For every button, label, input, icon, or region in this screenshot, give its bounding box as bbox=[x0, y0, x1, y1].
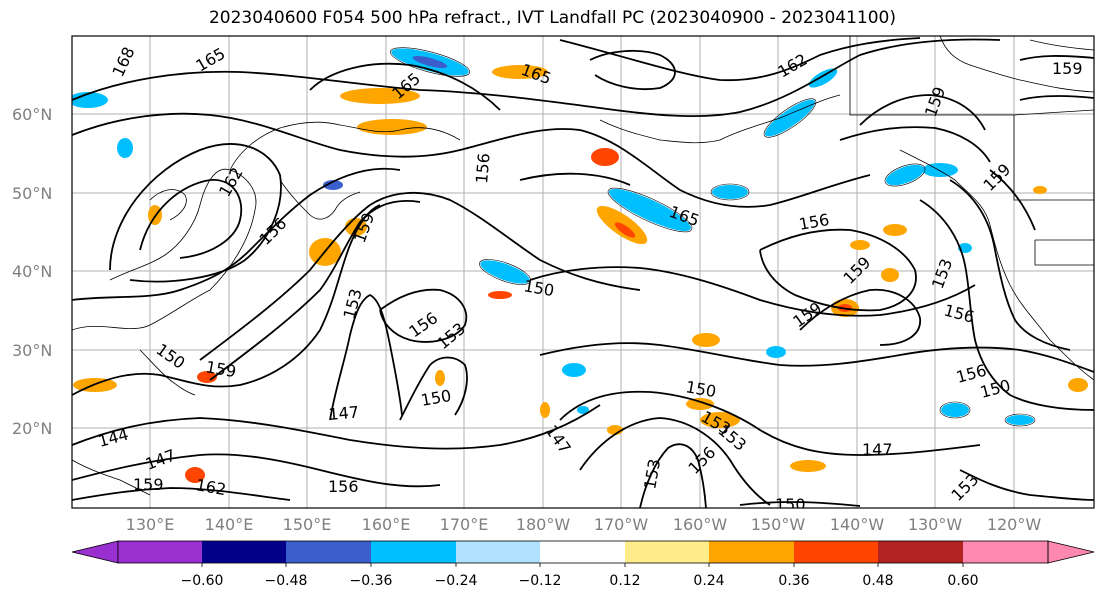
colorbar-tick-label: −0.36 bbox=[350, 573, 393, 589]
colorbar-extend-right bbox=[1047, 540, 1095, 564]
longitude-labels: 130°E 140°E 150°E 160°E 170°E 180°W 170°… bbox=[126, 515, 1042, 534]
lon-label: 140°E bbox=[205, 515, 254, 534]
colorbar-segment bbox=[540, 541, 625, 563]
lon-label: 170°E bbox=[440, 515, 489, 534]
colorbar-tick-label: −0.12 bbox=[519, 573, 562, 589]
lat-label-30: 30°N bbox=[12, 341, 52, 360]
map-frame bbox=[71, 35, 1095, 509]
contour-label: 159 bbox=[1052, 59, 1083, 78]
colorbar-tick-label: −0.24 bbox=[435, 573, 478, 589]
colorbar-extend-left bbox=[71, 540, 119, 564]
contour-label: 150 bbox=[775, 495, 806, 514]
lon-label: 130°W bbox=[908, 515, 963, 534]
lon-label: 150°W bbox=[751, 515, 806, 534]
colorbar-segment bbox=[371, 541, 456, 563]
lon-label: 170°W bbox=[594, 515, 649, 534]
lat-label-40: 40°N bbox=[12, 262, 52, 281]
colorbar-tick-label: 0.36 bbox=[778, 573, 809, 589]
colorbar-segment bbox=[963, 541, 1048, 563]
lon-label: 130°E bbox=[126, 515, 175, 534]
refractivity-contours bbox=[72, 37, 1094, 508]
colorbar-tick-label: 0.24 bbox=[693, 573, 724, 589]
colorbar-tick-label: −0.60 bbox=[181, 573, 224, 589]
anomaly-outlines bbox=[390, 47, 1036, 427]
colorbar-segment bbox=[625, 541, 709, 563]
colorbar-segment bbox=[709, 541, 794, 563]
contour-label: 156 bbox=[328, 477, 359, 496]
lon-label: 120°W bbox=[987, 515, 1042, 534]
contour-label: 156 bbox=[472, 152, 494, 184]
lon-label: 140°W bbox=[830, 515, 885, 534]
colorbar-segment bbox=[118, 541, 202, 563]
colorbar-tick-label: 0.48 bbox=[862, 573, 893, 589]
lon-label: 160°W bbox=[673, 515, 728, 534]
colorbar-segment bbox=[794, 541, 878, 563]
colorbar-segment bbox=[202, 541, 286, 563]
colorbar-segment bbox=[456, 541, 540, 563]
lon-label: 150°E bbox=[283, 515, 332, 534]
colorbar-tick-label: 0.12 bbox=[609, 573, 640, 589]
graticule bbox=[72, 36, 1094, 508]
contour-label: 159 bbox=[133, 475, 164, 494]
latitude-labels: 60°N 50°N 40°N 30°N 20°N bbox=[12, 105, 52, 438]
contour-label: 147 bbox=[862, 440, 893, 459]
lat-label-20: 20°N bbox=[12, 419, 52, 438]
colorbar-tick-label: 0.60 bbox=[947, 573, 978, 589]
lon-label: 160°E bbox=[362, 515, 411, 534]
coastlines bbox=[72, 36, 1094, 496]
contour-label: 147 bbox=[328, 402, 360, 424]
colorbar-segment bbox=[286, 541, 371, 563]
lon-label: 180°W bbox=[516, 515, 571, 534]
colorbar-tick-label: −0.48 bbox=[265, 573, 308, 589]
lat-label-60: 60°N bbox=[12, 105, 52, 124]
map-title: 2023040600 F054 500 hPa refract., IVT La… bbox=[208, 8, 896, 28]
lat-label-50: 50°N bbox=[12, 184, 52, 203]
refractivity-anomaly-fills bbox=[72, 48, 1088, 483]
colorbar-segment bbox=[878, 541, 963, 563]
colorbar: −0.60 −0.48 −0.36 −0.24 −0.12 0.12 0.24 … bbox=[71, 540, 1095, 589]
